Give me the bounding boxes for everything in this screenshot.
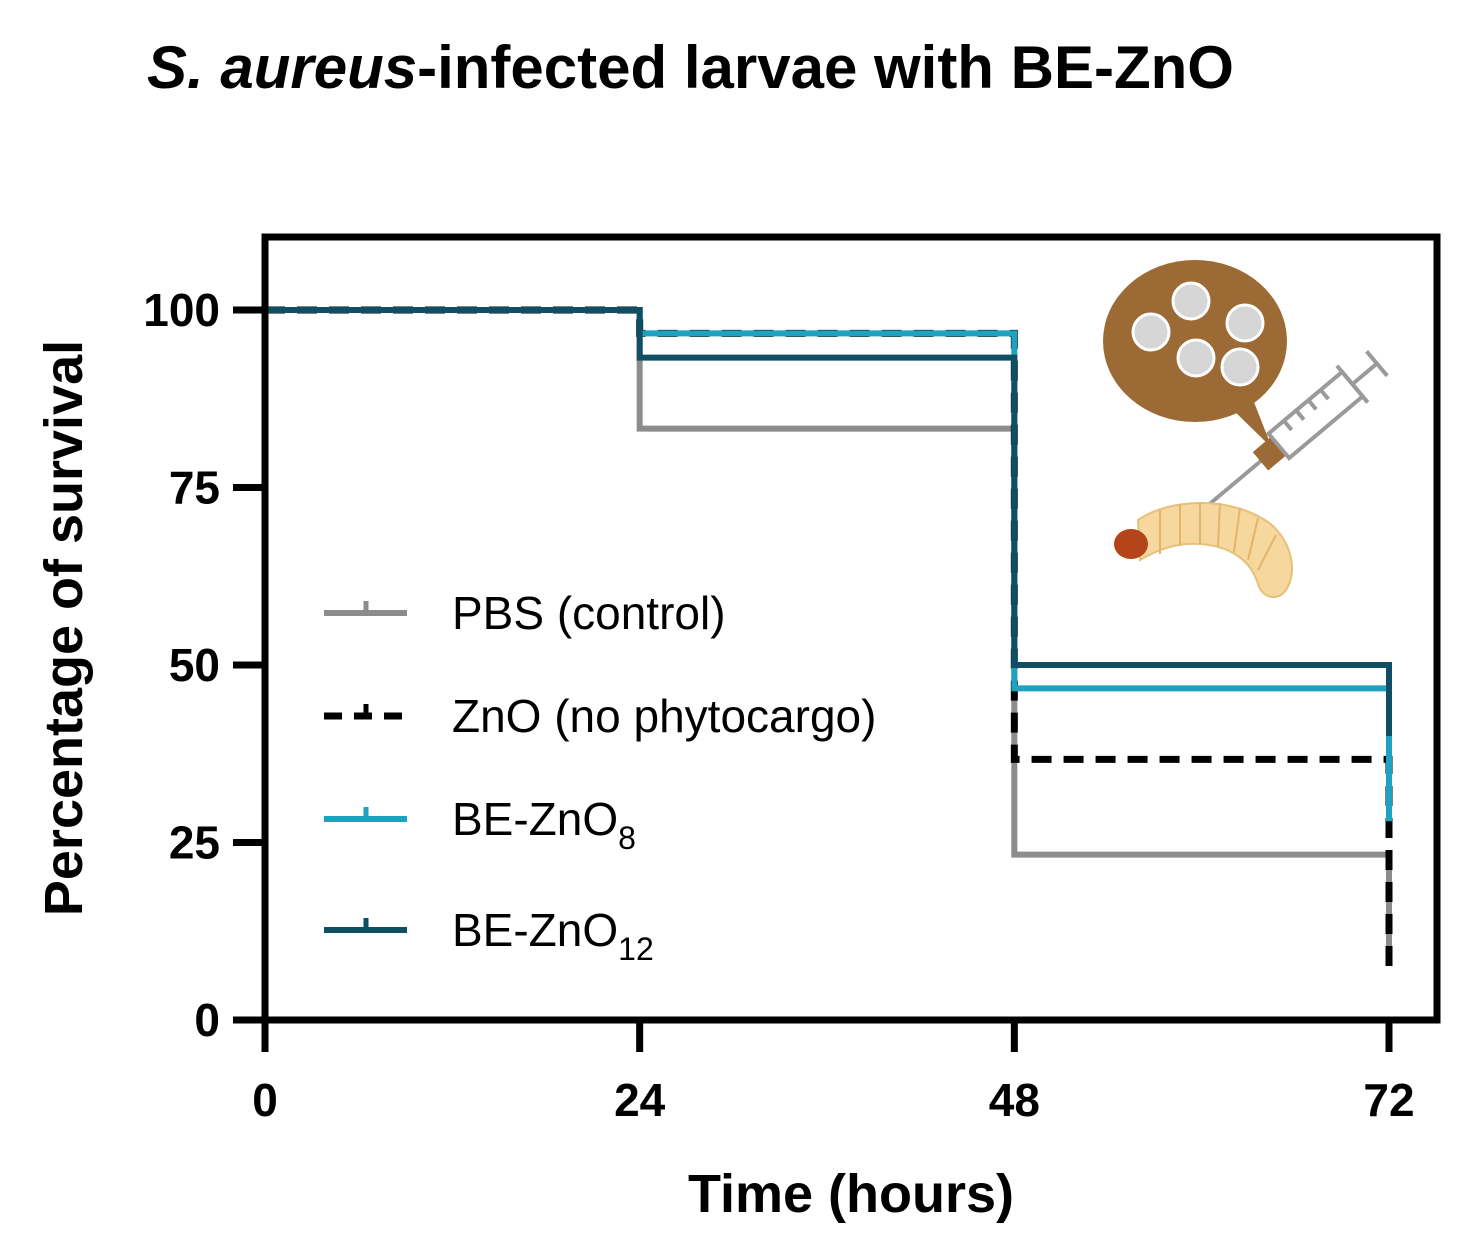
syringe-plunger — [1351, 362, 1379, 386]
nanoparticle-bubble — [1103, 260, 1287, 448]
syringe-icon — [1207, 350, 1389, 507]
y-tick-label: 0 — [194, 994, 220, 1046]
nanoparticle — [1176, 338, 1216, 378]
larva-segment — [1233, 507, 1241, 553]
larva-segment — [1217, 502, 1221, 547]
legend: PBS (control)ZnO (no phytocargo)BE-ZnO8B… — [324, 587, 876, 967]
series-line-4 — [265, 307, 1392, 736]
syringe-needle — [1207, 458, 1264, 507]
legend-label: BE-ZnO8 — [452, 793, 636, 856]
y-axis-title: Percentage of survival — [34, 340, 94, 916]
bubble-tail — [1228, 392, 1272, 448]
legend-label-main: PBS (control) — [452, 587, 726, 639]
legend-label: ZnO (no phytocargo) — [452, 690, 876, 742]
legend-label-main: ZnO (no phytocargo) — [452, 690, 876, 742]
series-layer — [265, 306, 1393, 971]
larva-icon — [1114, 502, 1293, 599]
legend-item: BE-ZnO8 — [324, 793, 636, 856]
legend-label-subscript: 8 — [618, 820, 636, 856]
legend-label-subscript: 12 — [618, 931, 654, 967]
x-tick-label: 0 — [252, 1074, 278, 1126]
x-tick-label: 24 — [614, 1074, 666, 1126]
syringe-plunger-cap — [1365, 350, 1389, 378]
x-tick-label: 72 — [1363, 1074, 1414, 1126]
syringe-mark-2 — [1294, 409, 1306, 421]
larva-head — [1114, 529, 1148, 559]
nanoparticle — [1131, 312, 1171, 352]
syringe-mark-1 — [1282, 419, 1294, 432]
x-tick-label: 48 — [989, 1074, 1040, 1126]
larva-body — [1136, 502, 1293, 599]
legend-item: BE-ZnO12 — [324, 904, 654, 967]
legend-label-main: BE-ZnO — [452, 793, 618, 845]
y-tick-label: 100 — [143, 284, 220, 336]
larva-segment — [1257, 534, 1277, 571]
plot-frame — [261, 233, 1441, 1024]
nanoparticle — [1225, 303, 1265, 343]
chart-title-italic: S. aureus — [147, 34, 417, 101]
legend-item: PBS (control) — [324, 587, 726, 639]
x-axis-title: Time (hours) — [688, 1164, 1014, 1224]
nanoparticle — [1171, 281, 1211, 321]
syringe-mark-4 — [1319, 388, 1330, 401]
chart-title-main: -infected larvae with BE-ZnO — [417, 34, 1234, 101]
legend-label-main: BE-ZnO — [452, 904, 618, 956]
y-tick-label: 50 — [169, 639, 220, 691]
chart-title: S. aureus-infected larvae with BE-ZnO — [147, 34, 1234, 101]
legend-label: PBS (control) — [452, 587, 726, 639]
legend-item: ZnO (no phytocargo) — [324, 690, 876, 742]
nanoparticle — [1220, 347, 1260, 387]
y-tick-label: 25 — [169, 817, 220, 869]
larva-segment — [1247, 517, 1259, 561]
larva-syringe-nanoparticle-icon — [1103, 260, 1389, 599]
syringe-mark-3 — [1306, 398, 1318, 411]
y-tick-label: 75 — [169, 462, 220, 514]
legend-label: BE-ZnO12 — [452, 904, 654, 967]
syringe-flange — [1335, 364, 1370, 404]
syringe-barrel — [1265, 369, 1366, 461]
axis-layer: 0 25 50 75 100 0 24 48 72 — [143, 284, 1414, 1126]
